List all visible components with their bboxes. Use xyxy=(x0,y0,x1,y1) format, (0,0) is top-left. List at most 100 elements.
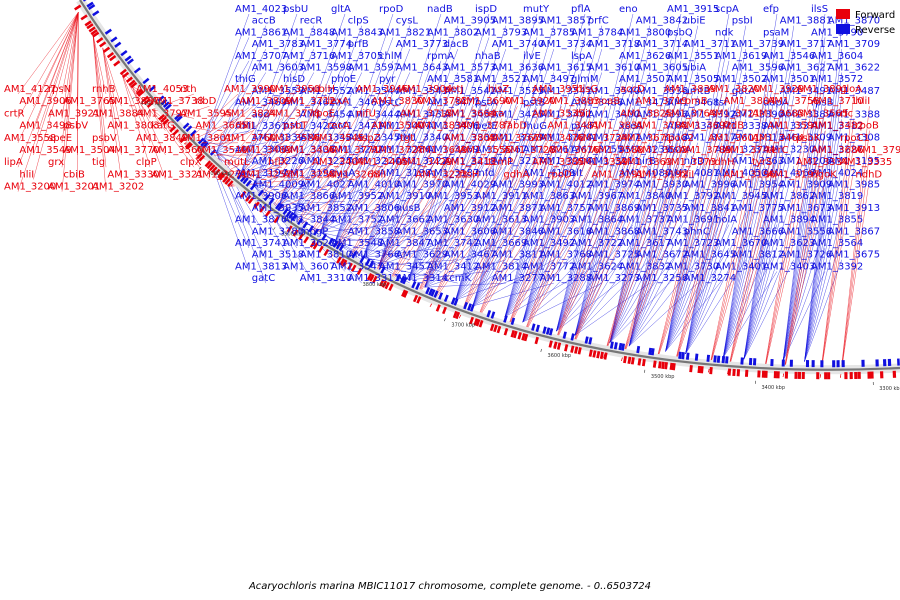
gene-arrow xyxy=(240,175,247,183)
feature-label: AM1_3967 xyxy=(571,191,623,202)
feature-label: AM1_3857 xyxy=(540,16,592,27)
leader-line xyxy=(334,142,410,242)
leader-line xyxy=(804,119,843,362)
leader-line xyxy=(386,130,474,288)
leader-line xyxy=(344,106,430,266)
feature-label: AM1_3915 xyxy=(667,4,719,15)
gene-arrow xyxy=(189,129,197,137)
leader-line xyxy=(819,118,855,378)
feature-label: AM1_3787 xyxy=(459,121,511,132)
gene-arrow xyxy=(92,10,100,17)
feature-label: AM1_3764 xyxy=(664,108,716,119)
leader-line xyxy=(782,130,826,362)
feature-label: mpgP xyxy=(300,226,328,237)
feature-label: psbK xyxy=(796,133,821,144)
gene-arrow xyxy=(577,347,582,355)
leader-line xyxy=(459,167,547,319)
leader-line xyxy=(371,167,459,281)
gene-arrow xyxy=(496,325,502,334)
feature-label: pstC xyxy=(379,98,401,109)
gene-arrow xyxy=(379,279,385,287)
feature-label: AM1_3867 xyxy=(828,226,880,237)
feature-label: petJ xyxy=(444,84,463,95)
leader-line xyxy=(240,173,298,179)
feature-label: phnC xyxy=(684,226,710,237)
feature-label: AM1_4080 xyxy=(619,168,671,179)
leader-line xyxy=(782,271,826,362)
feature-label: AM1_3521 xyxy=(475,74,527,85)
feature-label: AM1_3359 xyxy=(576,157,628,168)
leader-line xyxy=(603,118,679,358)
feature-label: AM1_3752 xyxy=(331,215,383,226)
leader-line xyxy=(621,106,694,362)
feature-label: AM1_3469 xyxy=(235,98,287,109)
leader-line xyxy=(253,118,327,206)
feature-label: recA xyxy=(327,121,350,132)
gene-arrow xyxy=(274,202,282,210)
leader-line xyxy=(459,118,547,319)
leader-line xyxy=(743,189,795,360)
chromosome-backbone xyxy=(79,0,900,371)
feature-label: AM1_3477 xyxy=(427,98,479,109)
leader-line xyxy=(621,130,694,362)
feature-label: fabD xyxy=(503,121,527,132)
feature-label: AM1_3870 xyxy=(828,16,880,27)
leader-line xyxy=(475,130,562,324)
leader-line xyxy=(521,106,606,339)
leader-line xyxy=(335,241,410,260)
leader-line xyxy=(408,84,490,281)
feature-label: AM1_3891 xyxy=(796,84,848,95)
feature-label: AM1_3861 xyxy=(235,27,287,38)
scale-tick-label: 3700 kbp xyxy=(451,322,475,328)
gene-arrow xyxy=(157,95,165,102)
feature-label: AM1_3321 xyxy=(151,169,203,180)
leader-line xyxy=(727,106,782,375)
leader-line xyxy=(121,72,151,143)
feature-label: AM1_3904 xyxy=(400,84,452,95)
leader-line xyxy=(335,236,410,242)
leader-line xyxy=(378,49,459,266)
feature-label: AM1_3910 xyxy=(379,191,431,202)
leader-line xyxy=(408,37,490,281)
feature-label: psbV xyxy=(92,133,117,144)
feature-label: AM1_3806 xyxy=(348,203,400,214)
gene-arrow xyxy=(264,209,271,217)
feature-label: ubiA xyxy=(684,63,706,74)
feature-label: AM1_3951 xyxy=(532,84,584,95)
feature-label: clpS xyxy=(348,16,369,27)
feature-label: slt xyxy=(571,168,583,179)
leader-line xyxy=(628,259,698,347)
leader-line xyxy=(505,167,591,334)
feature-label: gloA xyxy=(840,84,862,95)
feature-label: AM1_3814 xyxy=(475,261,527,272)
feature-label: AM1_3226 xyxy=(252,156,304,167)
leader-line xyxy=(429,106,518,307)
leader-line xyxy=(472,259,554,307)
leader-line xyxy=(424,212,506,288)
leader-line xyxy=(17,12,79,192)
leader-line xyxy=(33,12,79,156)
gene-arrow xyxy=(102,46,111,53)
feature-label: AM1_3335 xyxy=(840,157,892,168)
leader-line xyxy=(782,60,826,362)
leader-line xyxy=(504,13,586,317)
leader-line xyxy=(685,189,747,355)
gene-arrow xyxy=(292,229,299,237)
feature-label: AM1_3454 xyxy=(300,109,352,120)
feature-label: AM1_3501 xyxy=(763,74,815,85)
gene-arrow xyxy=(411,280,417,289)
feature-label: AM1_3970 xyxy=(396,180,448,191)
feature-label: AM1_3743 xyxy=(636,226,688,237)
leader-line xyxy=(556,13,634,332)
feature-label: AM1_3653 xyxy=(396,226,448,237)
leader-line xyxy=(363,247,442,258)
leader-line xyxy=(92,34,107,168)
leader-line xyxy=(240,37,298,174)
gene-arrow xyxy=(125,76,133,83)
leader-line xyxy=(628,166,699,347)
leader-line xyxy=(722,84,778,358)
leader-line xyxy=(665,84,730,352)
leader-line xyxy=(522,25,603,323)
feature-label: AM1_3191 xyxy=(591,169,643,180)
feature-label: AM1_3402 xyxy=(540,109,592,120)
